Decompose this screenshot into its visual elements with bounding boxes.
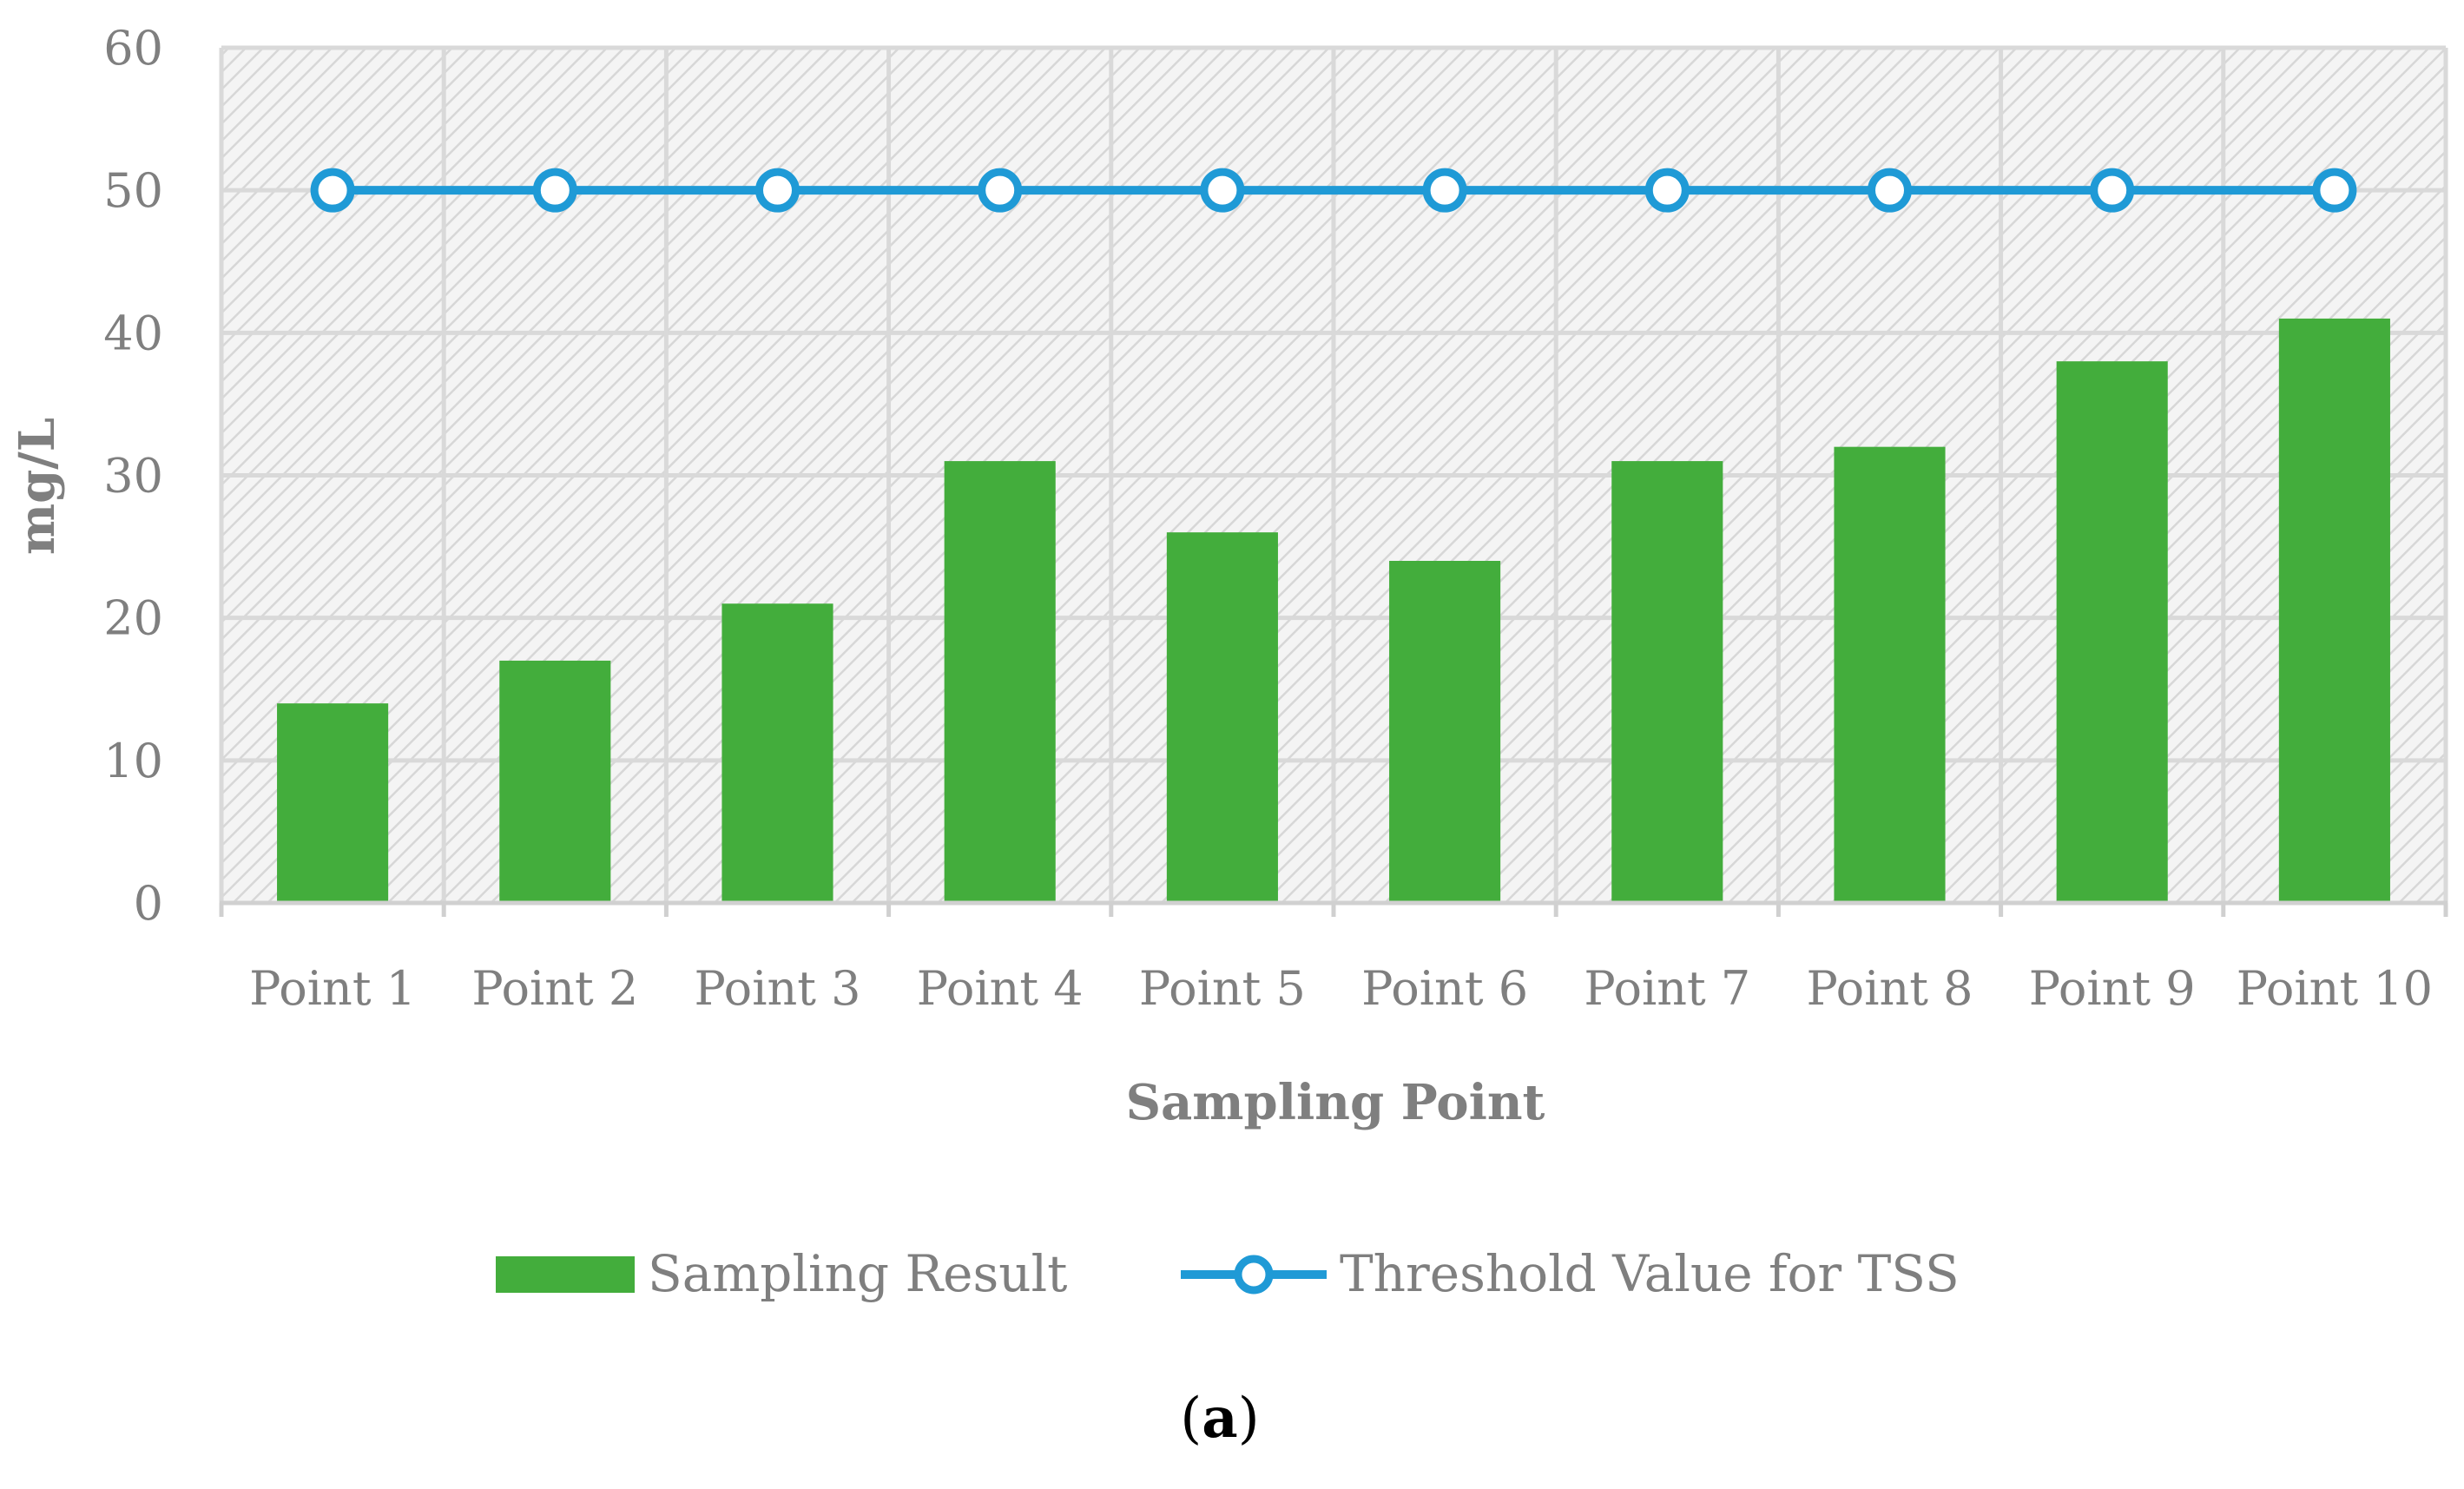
y-tick-label: 0 — [134, 876, 163, 931]
bar-sampling-result — [2056, 361, 2168, 904]
threshold-marker — [1868, 168, 1912, 213]
bar-sampling-result — [499, 660, 611, 903]
x-axis-tick-labels: Point 1 Point 2 Point 3 Point 4 Point 5 Point… — [249, 961, 2433, 1016]
bar-sampling-result — [1389, 561, 1501, 903]
legend-label-threshold: Threshold Value for TSS — [1340, 1244, 1960, 1303]
x-tick-label: Point 8 — [1807, 961, 1973, 1016]
bar-sampling-result — [277, 703, 389, 903]
bar-sampling-result — [1166, 532, 1278, 903]
threshold-marker — [1644, 168, 1690, 213]
y-tick-label: 50 — [103, 163, 163, 218]
bar-series — [277, 318, 2390, 904]
figure-caption: (a) — [1180, 1386, 1259, 1451]
y-tick-label: 40 — [103, 306, 163, 360]
bar-sampling-result — [2278, 318, 2390, 904]
bar-sampling-result — [721, 603, 833, 903]
x-tick-label: Point 7 — [1584, 961, 1750, 1016]
legend-label-sampling-result: Sampling Result — [648, 1244, 1067, 1303]
y-tick-label: 10 — [103, 734, 163, 788]
x-tick-label: Point 10 — [2237, 961, 2433, 1016]
caption-close-paren: ) — [1238, 1387, 1260, 1451]
bar-sampling-result — [1611, 461, 1723, 903]
threshold-marker — [2312, 168, 2357, 213]
y-axis-title: mg/L — [9, 418, 66, 555]
caption-letter: a — [1202, 1386, 1237, 1451]
x-tick-label: Point 9 — [2029, 961, 2196, 1016]
y-tick-label: 20 — [103, 591, 163, 646]
caption-open-paren: ( — [1180, 1387, 1202, 1451]
x-tick-label: Point 4 — [917, 961, 1084, 1016]
x-tick-label: Point 3 — [695, 961, 861, 1016]
threshold-marker — [310, 168, 355, 213]
x-tick-label: Point 5 — [1139, 961, 1306, 1016]
threshold-marker — [755, 168, 800, 213]
legend-swatch-sampling-result — [496, 1256, 635, 1293]
x-tick-label: Point 6 — [1361, 961, 1528, 1016]
threshold-marker — [1200, 168, 1245, 213]
threshold-line-series — [310, 168, 2357, 213]
legend-marker-threshold — [1234, 1255, 1274, 1295]
x-tick-label: Point 1 — [249, 961, 416, 1016]
y-axis-tick-labels: 0 10 20 30 40 50 60 — [103, 21, 163, 931]
x-axis — [219, 900, 2448, 917]
bar-sampling-result — [944, 461, 1056, 903]
threshold-marker — [1422, 168, 1467, 213]
x-axis-title: Sampling Point — [1126, 1074, 1545, 1131]
y-tick-label: 60 — [103, 21, 163, 76]
y-tick-label: 30 — [103, 449, 163, 504]
x-tick-label: Point 2 — [471, 961, 638, 1016]
threshold-marker — [2090, 168, 2135, 213]
legend: Sampling Result Threshold Value for TSS — [496, 1244, 1960, 1303]
bar-sampling-result — [1834, 446, 1946, 903]
threshold-marker — [532, 168, 577, 213]
threshold-marker — [978, 168, 1023, 213]
